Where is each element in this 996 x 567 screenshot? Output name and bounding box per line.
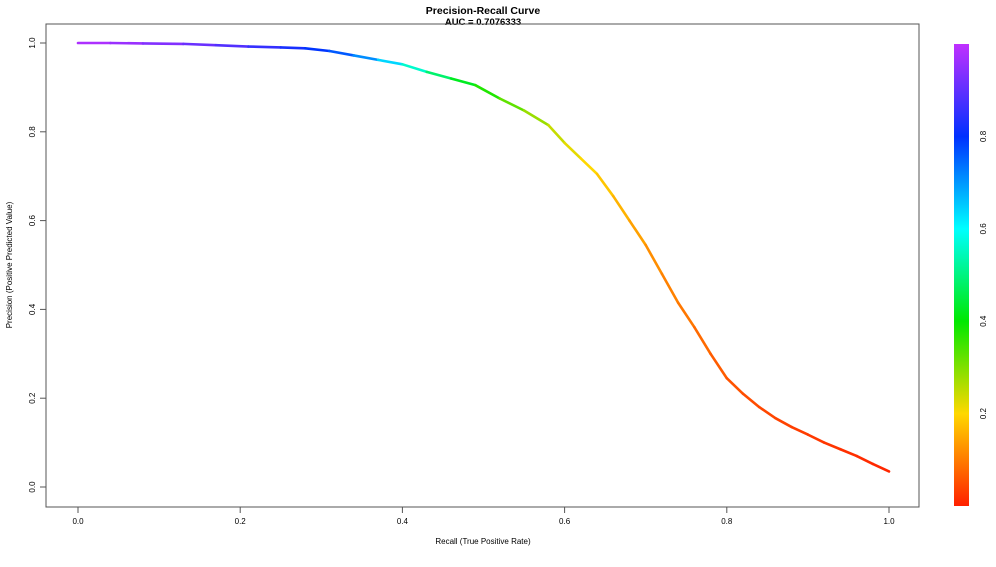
curve-segment xyxy=(743,394,759,407)
curve-segment xyxy=(840,449,856,456)
curve-segment xyxy=(662,274,678,303)
y-tick-label: 0.4 xyxy=(28,303,37,315)
y-tick-label: 0.8 xyxy=(28,126,37,138)
y-tick-label: 0.2 xyxy=(28,392,37,404)
curve-segment xyxy=(329,51,353,55)
curve-segment xyxy=(792,427,808,435)
curve-segment xyxy=(427,72,451,79)
curve-segment xyxy=(378,60,402,64)
curve-segment xyxy=(402,64,426,72)
curve-segment xyxy=(548,125,564,143)
x-axis: 0.0 0.2 0.4 0.6 0.8 1.0 xyxy=(72,507,895,526)
colorbar-tick-label: 0.4 xyxy=(979,315,988,327)
x-tick-label: 0.6 xyxy=(559,517,571,526)
curve-segment xyxy=(808,435,824,443)
curve-segment xyxy=(248,47,280,48)
curve-segment xyxy=(824,443,840,450)
x-tick-label: 0.0 xyxy=(72,517,84,526)
x-axis-label: Recall (True Positive Rate) xyxy=(435,537,531,546)
curve-segment xyxy=(475,85,499,98)
curve-segment xyxy=(354,55,378,59)
colorbar-tick-label: 0.2 xyxy=(979,407,988,419)
curve-segment xyxy=(216,45,248,46)
curve-segment xyxy=(524,110,548,125)
y-axis: 0.0 0.2 0.4 0.6 0.8 1.0 xyxy=(28,37,46,493)
y-tick-label: 0.6 xyxy=(28,214,37,226)
curve-segment xyxy=(629,221,645,245)
curve-segment xyxy=(581,158,597,174)
curve-segment xyxy=(597,174,613,196)
curve-segment xyxy=(281,47,305,48)
curve-segment xyxy=(759,407,775,418)
colorbar-tick-label: 0.6 xyxy=(979,223,988,235)
x-tick-label: 0.2 xyxy=(235,517,247,526)
curve-segment xyxy=(711,354,727,378)
curve-segment xyxy=(565,143,581,159)
y-tick-label: 0.0 xyxy=(28,481,37,493)
curve-segment xyxy=(451,79,475,86)
curve-segment xyxy=(694,327,710,354)
curve-segment xyxy=(305,48,329,51)
curve-segment xyxy=(857,456,873,464)
colorbar xyxy=(954,44,969,506)
plot-frame xyxy=(46,24,919,507)
curve-segment xyxy=(646,245,662,274)
curve-segment xyxy=(775,418,791,427)
y-axis-label: Precision (Positive Predicted Value) xyxy=(5,201,14,328)
curve-segment xyxy=(727,378,743,394)
x-tick-label: 0.8 xyxy=(721,517,733,526)
curve-segment xyxy=(873,464,889,472)
curve-segment xyxy=(678,303,694,327)
chart-title: Precision-Recall Curve xyxy=(426,5,541,17)
chart-subtitle: AUC = 0.7076333 xyxy=(445,17,521,28)
x-tick-label: 0.4 xyxy=(397,517,409,526)
curve-segment xyxy=(613,196,629,220)
curve-segment xyxy=(183,44,215,45)
y-tick-label: 1.0 xyxy=(28,37,37,49)
colorbar-ticks: 0.2 0.4 0.6 0.8 xyxy=(979,130,988,419)
x-tick-label: 1.0 xyxy=(883,517,895,526)
pr-curve xyxy=(78,43,889,471)
colorbar-tick-label: 0.8 xyxy=(979,130,988,142)
curve-segment xyxy=(500,99,524,111)
